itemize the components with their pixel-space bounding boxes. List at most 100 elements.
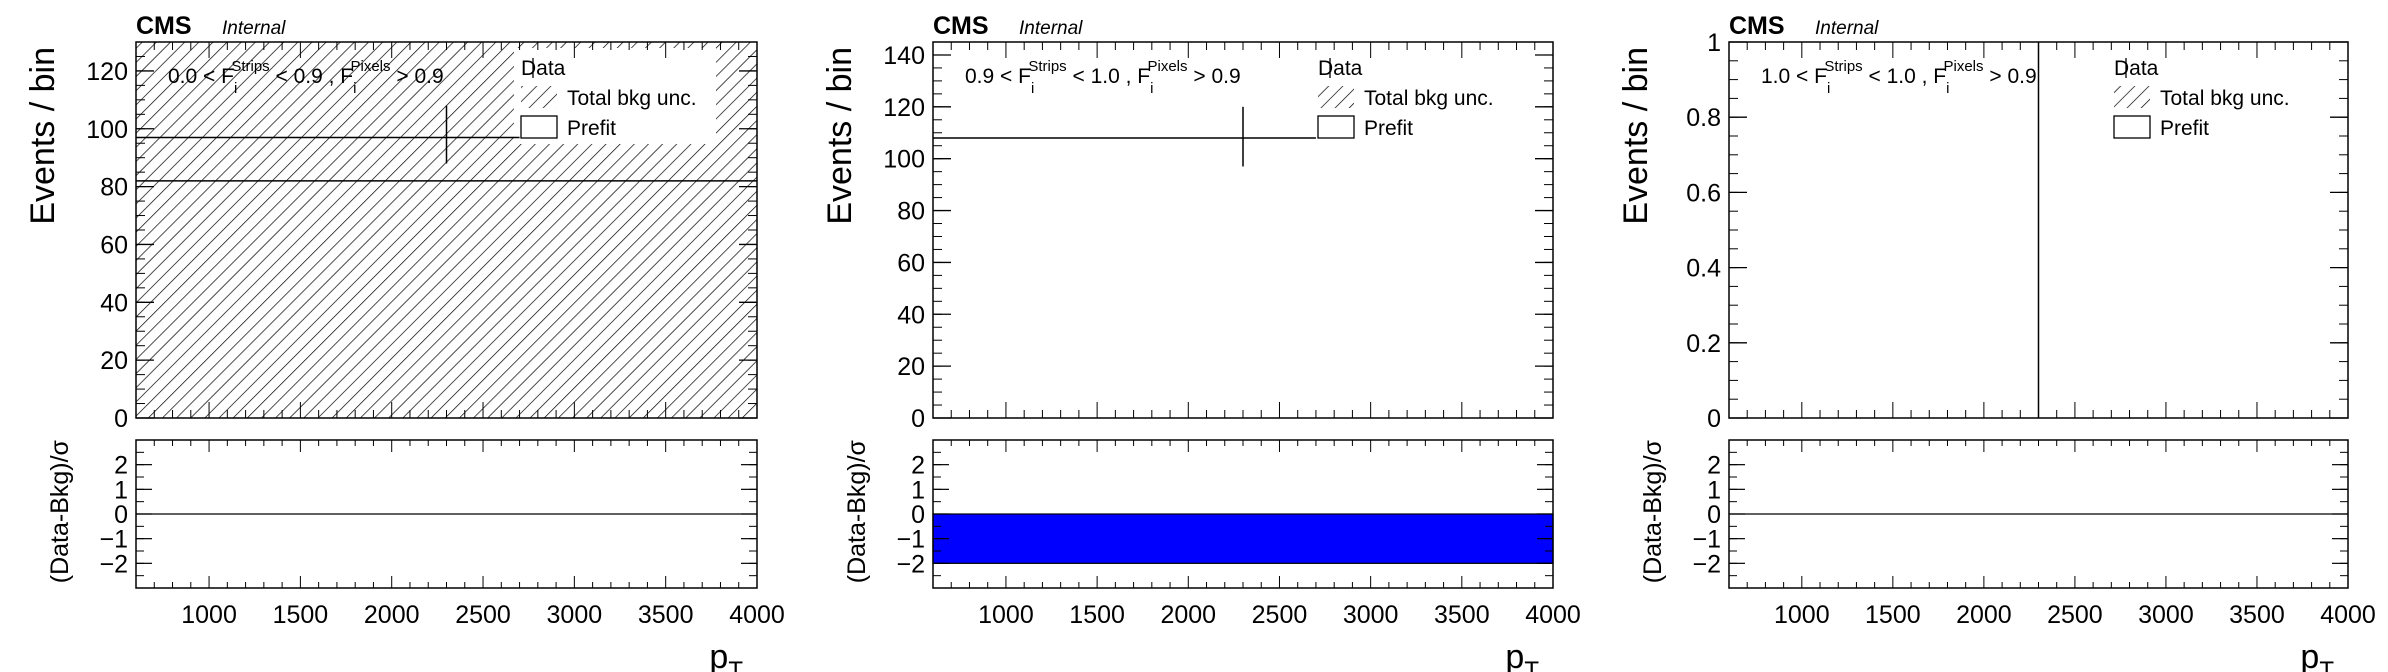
legend-unc-label: Total bkg unc.: [567, 87, 697, 110]
x-tick-label: 1500: [273, 601, 329, 629]
ratio-band: [932, 513, 1554, 564]
y-tick-label: 0: [114, 405, 128, 433]
region-text-part: , F: [1120, 65, 1150, 88]
x-axis-title-main: p: [709, 638, 728, 672]
region-strips-low: 0.9: [965, 65, 994, 88]
ratio-y-tick-label: 1: [114, 476, 128, 504]
ratio-y-tick-label: −1: [896, 526, 925, 554]
y-tick-label: 100: [86, 116, 128, 144]
region-text-part: >: [1188, 65, 1212, 88]
x-axis-title-sub: T: [728, 657, 743, 672]
legend-data-label: Data: [1318, 57, 1363, 80]
y-tick-label: 0: [911, 405, 925, 433]
legend-prefit-label: Prefit: [1364, 117, 1413, 140]
y-tick-label: 140: [883, 42, 925, 70]
x-tick-label: 3000: [1343, 601, 1399, 629]
y-tick-label: 40: [100, 289, 128, 317]
region-sub-i: i: [1827, 80, 1830, 97]
ratio-y-tick-label: 0: [1707, 501, 1721, 529]
region-pixels-cut: 0.9: [2007, 65, 2036, 88]
ratio-y-tick-label: 2: [114, 452, 128, 480]
region-pixels-cut: 0.9: [414, 65, 443, 88]
x-axis-title: pT: [2300, 638, 2334, 672]
ratio-y-tick-label: −1: [1692, 526, 1721, 554]
region-label: 0.0 < FiStrips < 0.9 , FiPixels > 0.9: [168, 58, 444, 97]
x-tick-label: 2000: [1956, 601, 2012, 629]
region-label: 1.0 < FiStrips < 1.0 , FiPixels > 0.9: [1761, 58, 2037, 97]
region-text-part: < F: [994, 65, 1031, 88]
region-sub-i2: i: [1150, 80, 1153, 97]
x-tick-label: 2500: [1252, 601, 1308, 629]
y-tick-label: 60: [897, 249, 925, 277]
region-strips-high: 1.0: [1091, 65, 1120, 88]
y-tick-label: 1: [1707, 29, 1721, 57]
region-pixels-cut: 0.9: [1211, 65, 1240, 88]
y-tick-label: 100: [883, 146, 925, 174]
region-strips-low: 0.0: [168, 65, 197, 88]
internal-label: Internal: [222, 18, 286, 39]
y-tick-label: 80: [100, 174, 128, 202]
legend-unc-label: Total bkg unc.: [1364, 87, 1494, 110]
x-tick-label: 3500: [2229, 601, 2285, 629]
y-axis-title: Events / bin: [821, 47, 859, 225]
cms-label: CMS: [1729, 12, 1785, 40]
cms-label: CMS: [933, 12, 989, 40]
cms-label: CMS: [136, 12, 192, 40]
region-sub-i2: i: [1946, 80, 1949, 97]
ratio-y-tick-label: 2: [911, 452, 925, 480]
y-tick-label: 60: [100, 231, 128, 259]
region-sup-strips: Strips: [1824, 58, 1862, 75]
y-tick-label: 0: [1707, 405, 1721, 433]
x-tick-label: 1000: [1774, 601, 1830, 629]
region-text-part: >: [391, 65, 415, 88]
y-axis-title: Events / bin: [1617, 47, 1655, 225]
x-axis-title-sub: T: [2319, 657, 2334, 672]
legend-prefit-swatch: [2113, 115, 2151, 139]
legend-prefit-label: Prefit: [567, 117, 616, 140]
region-text-part: >: [1984, 65, 2008, 88]
region-sup-pixels: Pixels: [1943, 58, 1983, 75]
region-sup-pixels: Pixels: [350, 58, 390, 75]
x-tick-label: 3500: [638, 601, 694, 629]
region-sup-pixels: Pixels: [1147, 58, 1187, 75]
region-strips-high: 1.0: [1887, 65, 1916, 88]
x-tick-label: 1000: [181, 601, 237, 629]
ratio-y-tick-label: 0: [911, 501, 925, 529]
y-tick-label: 120: [86, 58, 128, 86]
ratio-y-tick-label: −2: [896, 550, 925, 578]
ratio-y-tick-label: 0: [114, 501, 128, 529]
internal-label: Internal: [1019, 18, 1083, 39]
region-text-part: <: [1067, 65, 1091, 88]
region-text-part: < F: [197, 65, 234, 88]
y-tick-label: 40: [897, 301, 925, 329]
region-label: 0.9 < FiStrips < 1.0 , FiPixels > 0.9: [965, 58, 1241, 97]
x-axis-title-main: p: [1505, 638, 1524, 672]
legend-unc-swatch: [521, 86, 557, 108]
legend-prefit-label: Prefit: [2160, 117, 2209, 140]
x-tick-label: 2500: [455, 601, 511, 629]
y-tick-label: 0.4: [1686, 255, 1721, 283]
x-tick-label: 4000: [729, 601, 785, 629]
region-sub-i2: i: [353, 80, 356, 97]
x-tick-label: 2000: [364, 601, 420, 629]
x-tick-label: 3000: [2138, 601, 2194, 629]
legend-data-label: Data: [2114, 57, 2159, 80]
legend-prefit-swatch: [520, 115, 558, 139]
x-tick-label: 4000: [2320, 601, 2376, 629]
y-axis-title: Events / bin: [24, 47, 62, 225]
ratio-y-axis-title: (Data-Bkg)/σ: [843, 439, 871, 583]
legend-unc-swatch: [1318, 86, 1354, 108]
ratio-y-axis-title: (Data-Bkg)/σ: [46, 439, 74, 583]
ratio-y-tick-label: −1: [99, 526, 128, 554]
region-text-part: , F: [1916, 65, 1946, 88]
ratio-y-axis-title: (Data-Bkg)/σ: [1639, 439, 1667, 583]
x-tick-label: 1000: [978, 601, 1034, 629]
legend-prefit-swatch: [1317, 115, 1355, 139]
region-sup-strips: Strips: [231, 58, 269, 75]
ratio-y-tick-label: 2: [1707, 452, 1721, 480]
region-sub-i: i: [234, 80, 237, 97]
x-tick-label: 1500: [1865, 601, 1921, 629]
x-tick-label: 1500: [1069, 601, 1125, 629]
